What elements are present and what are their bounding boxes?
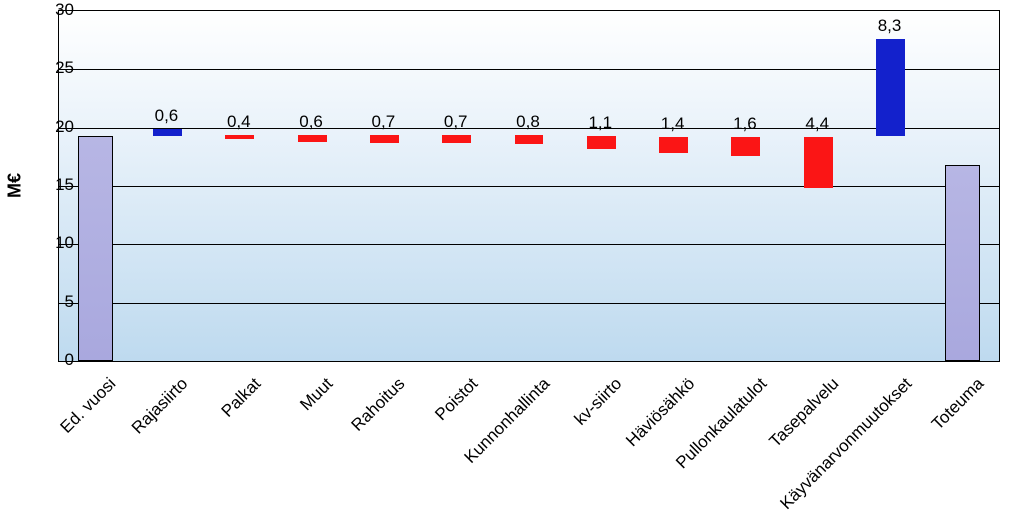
y-tick-label: 15 bbox=[44, 175, 74, 195]
bar-value-label: 1,4 bbox=[648, 114, 698, 134]
y-tick-label: 5 bbox=[44, 292, 74, 312]
bar-value-label: 0,6 bbox=[141, 106, 191, 126]
bar bbox=[804, 137, 833, 188]
x-category-label: Rahoitus bbox=[254, 374, 410, 530]
y-tick-label: 0 bbox=[44, 350, 74, 370]
y-tick-label: 20 bbox=[44, 117, 74, 137]
x-category-label: kv-siirto bbox=[471, 374, 627, 530]
bar-value-label: 0,6 bbox=[286, 112, 336, 132]
bar bbox=[945, 165, 980, 361]
x-category-label: Rajasiirto bbox=[37, 374, 193, 530]
bar bbox=[78, 136, 113, 361]
bar-value-label: 8,3 bbox=[865, 16, 915, 36]
bar bbox=[298, 135, 327, 142]
bar-value-label: 0,7 bbox=[431, 112, 481, 132]
gridline bbox=[59, 303, 999, 304]
gridline bbox=[59, 69, 999, 70]
y-tick-label: 25 bbox=[44, 58, 74, 78]
bar-value-label: 0,8 bbox=[503, 112, 553, 132]
plot-area bbox=[58, 10, 1000, 362]
gridline bbox=[59, 244, 999, 245]
bar-value-label: 0,7 bbox=[358, 112, 408, 132]
bar bbox=[370, 135, 399, 143]
bar bbox=[153, 129, 182, 136]
x-category-label: Poistot bbox=[326, 374, 482, 530]
bar bbox=[876, 39, 905, 136]
waterfall-chart: M€ 0 5 10 15 20 25 30 0,6 0,4 0,6 0,7 0,7 0,8 1,1 1,4 1… bbox=[0, 0, 1024, 515]
bar bbox=[587, 136, 616, 149]
x-category-label: Kunnonhallinta bbox=[399, 374, 555, 530]
bar-value-label: 4,4 bbox=[792, 114, 842, 134]
x-category-label: Toteuma bbox=[832, 374, 988, 530]
x-category-label: Pullonkaulatulot bbox=[616, 374, 772, 530]
bar-value-label: 1,6 bbox=[720, 114, 770, 134]
y-tick-label: 30 bbox=[44, 0, 74, 20]
bar bbox=[515, 135, 544, 144]
bar bbox=[225, 135, 254, 140]
y-axis-title: M€ bbox=[5, 171, 26, 201]
x-category-label: Käyvänarvonmuutokset bbox=[760, 374, 916, 530]
x-category-label: Häviösähkö bbox=[543, 374, 699, 530]
x-category-label: Tasepalvelu bbox=[688, 374, 844, 530]
y-tick-label: 10 bbox=[44, 233, 74, 253]
bar bbox=[659, 137, 688, 153]
bar bbox=[442, 135, 471, 143]
bar-value-label: 1,1 bbox=[575, 113, 625, 133]
bar bbox=[731, 137, 760, 156]
bar-value-label: 0,4 bbox=[214, 112, 264, 132]
x-category-label: Muut bbox=[182, 374, 338, 530]
gridline bbox=[59, 186, 999, 187]
x-category-label: Palkat bbox=[109, 374, 265, 530]
